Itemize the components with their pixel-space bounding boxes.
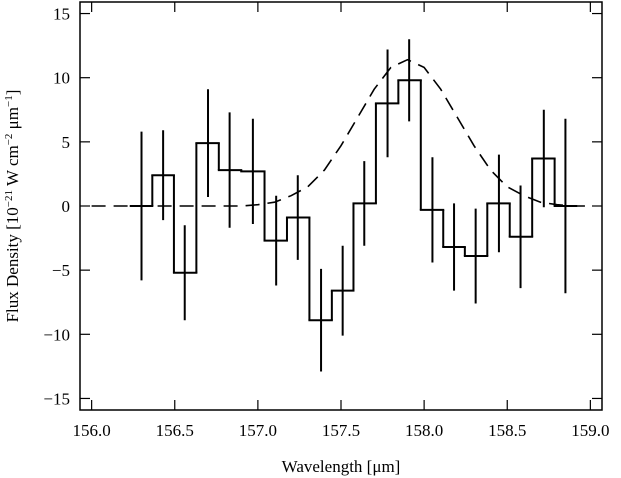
x-tick-label: 158.5 — [488, 421, 526, 440]
y-axis-label-superscript: −2 — [3, 134, 15, 146]
y-tick-label: 0 — [62, 197, 71, 216]
x-axis-label: Wavelength [μm] — [282, 457, 401, 476]
y-tick-label: −10 — [43, 325, 70, 344]
x-tick-label: 158.0 — [405, 421, 443, 440]
y-axis-label-part: W cm — [3, 145, 22, 190]
y-axis-label-part: Flux Density [10 — [3, 207, 22, 322]
x-tick-label: 157.0 — [239, 421, 277, 440]
y-tick-label: −5 — [52, 261, 70, 280]
y-tick-label: −15 — [43, 389, 70, 408]
y-axis-label-superscript: −21 — [3, 190, 15, 207]
y-tick-label: 10 — [53, 69, 70, 88]
y-axis-label-superscript: −1 — [3, 95, 15, 107]
model-curve — [91, 58, 591, 207]
x-tick-label: 159.0 — [571, 421, 609, 440]
y-axis-label: Flux Density [10−21 W cm−2 μm−1] — [3, 90, 22, 323]
x-tick-label: 156.0 — [73, 421, 111, 440]
x-tick-label: 156.5 — [156, 421, 194, 440]
y-tick-label: 5 — [62, 133, 71, 152]
y-axis-label-part: μm — [3, 107, 22, 134]
y-tick-label: 15 — [53, 5, 70, 24]
y-axis-label-part: ] — [3, 90, 22, 96]
x-tick-label: 157.5 — [322, 421, 360, 440]
